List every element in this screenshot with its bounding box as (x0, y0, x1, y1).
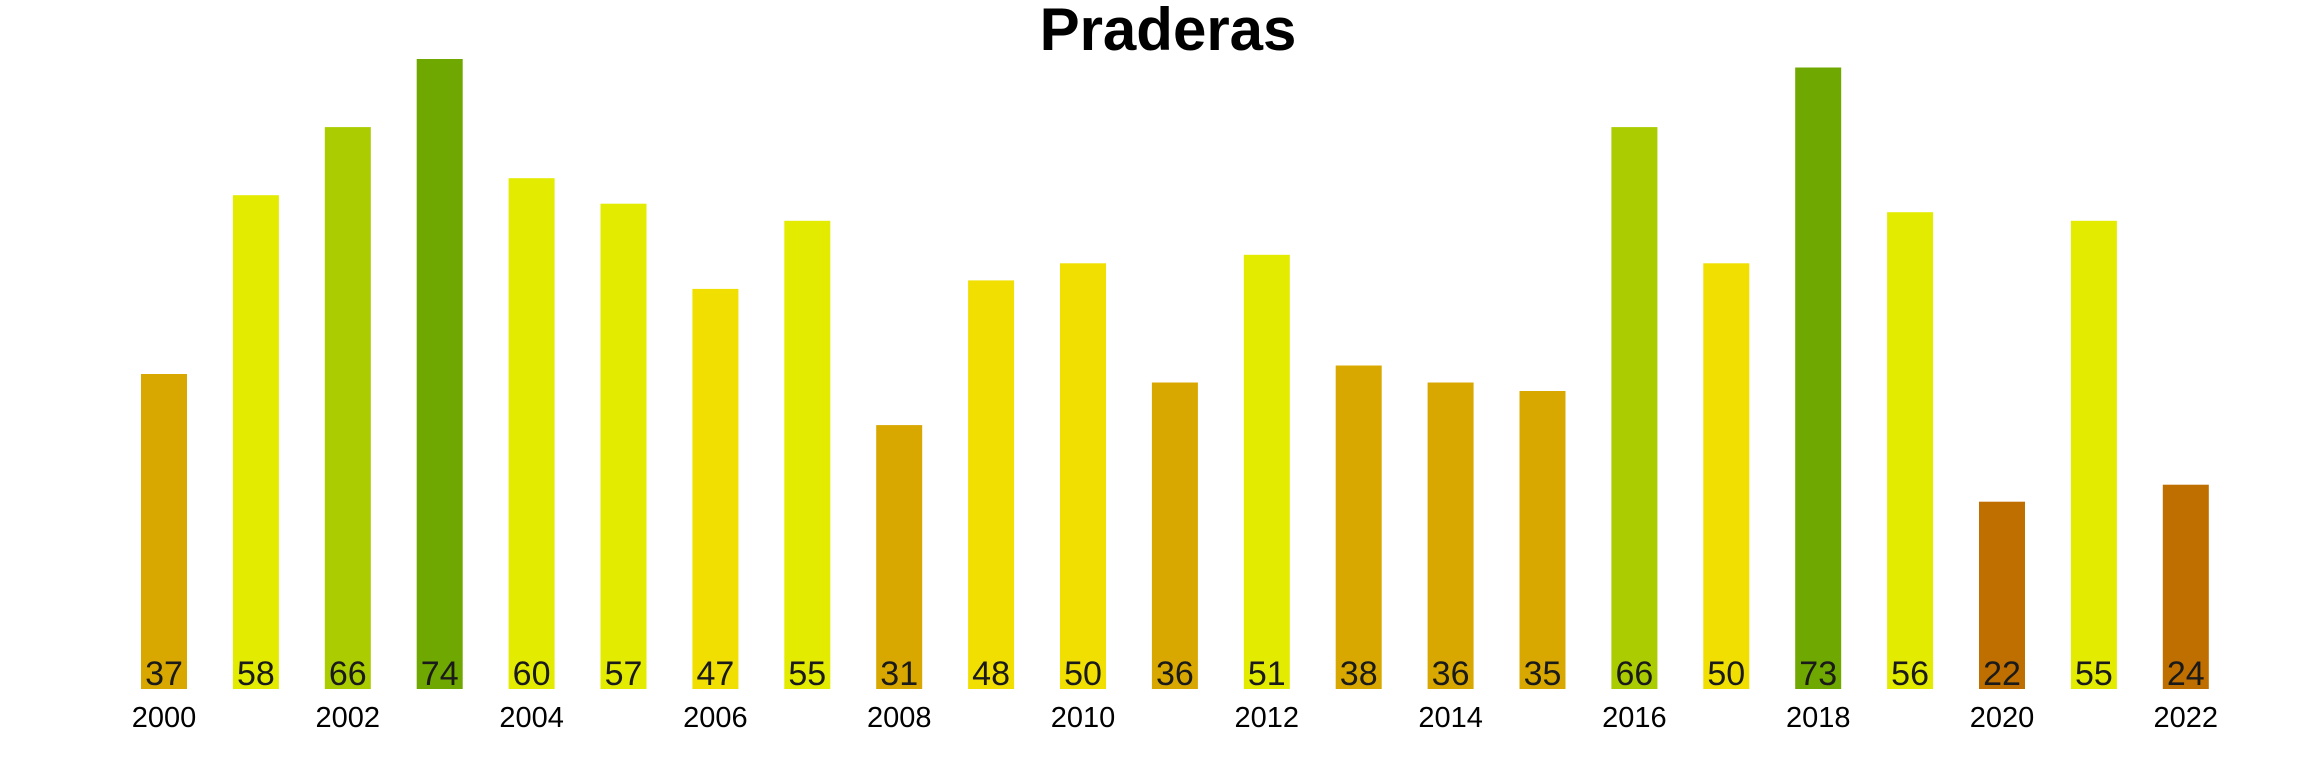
bar-2016 (1611, 127, 1658, 690)
bar-2009 (968, 280, 1015, 689)
value-label-2022: 24 (2167, 655, 2205, 693)
bar-2022 (2162, 484, 2209, 689)
bar-2017 (1703, 263, 1750, 689)
x-tick-2008: 2008 (867, 702, 932, 734)
bar-2001 (232, 195, 279, 689)
bar-2014 (1427, 382, 1474, 689)
bar-2004 (508, 178, 555, 689)
value-label-2000: 37 (145, 655, 183, 693)
value-label-2017: 50 (1707, 655, 1745, 693)
bar-2021 (2070, 220, 2117, 690)
x-tick-2000: 2000 (132, 702, 197, 734)
value-label-2006: 47 (696, 655, 734, 693)
x-tick-2002: 2002 (316, 702, 381, 734)
value-label-2019: 56 (1891, 655, 1929, 693)
bar-2010 (1060, 263, 1106, 689)
value-label-2012: 51 (1248, 655, 1286, 693)
value-label-2004: 60 (513, 655, 551, 693)
value-label-2008: 31 (880, 655, 918, 693)
value-label-2013: 38 (1340, 655, 1378, 693)
value-label-2016: 66 (1615, 655, 1653, 693)
value-label-2014: 36 (1432, 655, 1470, 693)
bar-2007 (784, 220, 831, 690)
value-label-2001: 58 (237, 655, 275, 693)
value-label-2018: 73 (1799, 655, 1837, 693)
bar-2020 (1979, 501, 2025, 689)
x-tick-2022: 2022 (2154, 702, 2219, 734)
x-tick-2018: 2018 (1786, 702, 1851, 734)
value-label-2002: 66 (329, 655, 367, 693)
chart-title: Praderas (1040, 0, 1297, 63)
bar-2008 (876, 425, 923, 689)
value-label-2011: 36 (1156, 655, 1194, 693)
value-label-2021: 55 (2075, 655, 2113, 693)
bars-group (141, 59, 2209, 690)
bar-2019 (1887, 212, 1934, 689)
value-label-2009: 48 (972, 655, 1010, 693)
x-tick-2016: 2016 (1602, 702, 1667, 734)
x-tick-2014: 2014 (1418, 702, 1483, 734)
x-tick-2004: 2004 (499, 702, 564, 734)
bar-2003 (416, 59, 463, 689)
value-label-2007: 55 (788, 655, 826, 693)
bar-2002 (324, 127, 371, 690)
bar-2012 (1243, 254, 1290, 690)
x-tick-2012: 2012 (1235, 702, 1300, 734)
bar-2013 (1335, 365, 1382, 689)
bar-2015 (1519, 391, 1566, 689)
value-labels-group: 37 58 66 74 60 57 47 55 31 48 50 36 51 38 36 35 66 50 73 56… (145, 655, 2205, 693)
value-label-2020: 22 (1983, 655, 2021, 693)
x-tick-2010: 2010 (1051, 702, 1116, 734)
x-axis-tick-labels: 2000 2002 2004 2006 2008 2010 2012 2014 2016 2018… (132, 702, 2218, 734)
value-label-2005: 57 (605, 655, 643, 693)
value-label-2015: 35 (1524, 655, 1562, 693)
bar-2000 (141, 374, 187, 689)
bar-2006 (692, 288, 739, 689)
x-tick-2006: 2006 (683, 702, 748, 734)
value-label-2003: 74 (421, 655, 459, 693)
bar-2018 (1795, 67, 1842, 689)
bar-2005 (600, 203, 647, 689)
bar-2011 (1151, 382, 1198, 689)
value-label-2010: 50 (1064, 655, 1102, 693)
x-tick-2020: 2020 (1970, 702, 2035, 734)
